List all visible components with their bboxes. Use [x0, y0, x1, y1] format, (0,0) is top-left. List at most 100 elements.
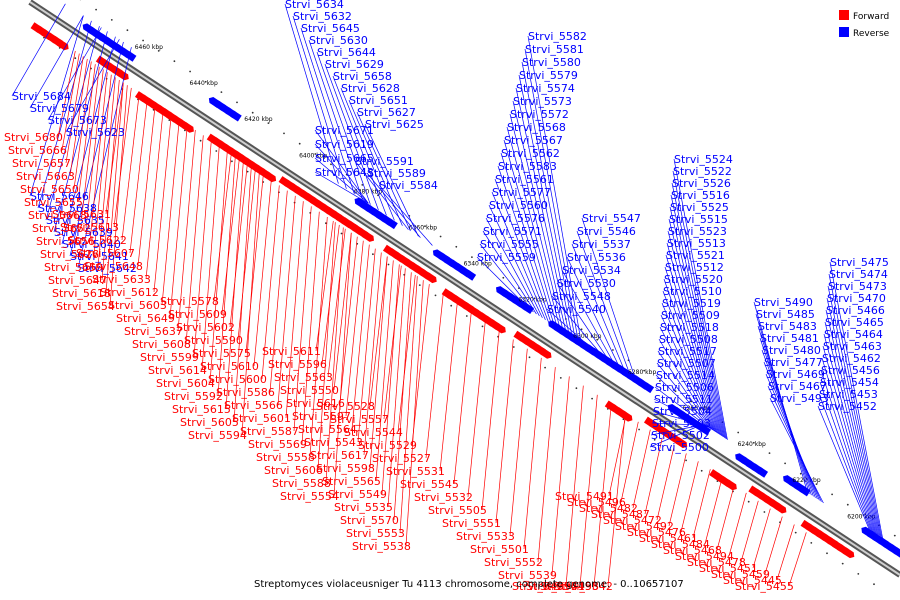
leader-line — [129, 98, 148, 254]
gene-label: Strvi_5514 — [656, 369, 715, 382]
leader-line — [229, 164, 248, 328]
gene-label: Strvi_5645 — [301, 22, 360, 35]
gene-label: Strvi_5603 — [108, 299, 167, 312]
gene-label: Strvi_5628 — [341, 82, 400, 95]
leader-line — [497, 165, 552, 325]
gene-label: Strvi_5509 — [661, 309, 720, 322]
leader-line — [763, 361, 818, 500]
gene-label: Strvi_5616 — [286, 397, 345, 410]
gene-label: Strvi_5555 — [480, 238, 539, 251]
leader-line — [509, 348, 528, 537]
leader-line — [740, 500, 759, 563]
gene-label: Strvi_5632 — [293, 10, 352, 23]
leader-line — [277, 195, 296, 406]
gene-label: Strvi_5564 — [298, 423, 357, 436]
leader-line — [670, 194, 725, 438]
gene-label: Strvi_5464 — [824, 328, 883, 341]
leader-line — [667, 230, 722, 436]
gene-label: Strvi_5540 — [547, 303, 606, 316]
leader-line — [654, 386, 709, 428]
gene-label: Strvi_5557 — [330, 413, 389, 426]
gene-label: Strvi_5627 — [357, 106, 416, 119]
gene-label: Strvi_5485 — [756, 308, 815, 321]
leader-line — [77, 47, 132, 269]
leader-line — [765, 373, 820, 501]
tick-label: 6200 kbp — [847, 513, 875, 520]
leader-line — [314, 171, 369, 204]
gene-label: Strvi_5569 — [248, 438, 307, 451]
leader-line — [453, 311, 472, 485]
gene-label: Strvi_5492 — [615, 520, 674, 533]
leader-line — [261, 185, 280, 380]
gene-label: Strvi_5476 — [627, 526, 686, 539]
leader-line — [829, 261, 884, 543]
leader-line — [823, 333, 878, 539]
gene-label: Strvi_5601 — [232, 412, 291, 425]
leader-line — [546, 308, 601, 357]
gene-label: Strvi_5623 — [66, 126, 125, 139]
axis-dot — [434, 294, 437, 297]
gene-label: Strvi_5533 — [456, 530, 515, 543]
leader-line — [439, 302, 458, 472]
gene-label: Strvi_5549 — [328, 488, 387, 501]
leader-line — [105, 82, 124, 215]
leader-line — [571, 243, 626, 373]
leader-line — [339, 236, 358, 404]
gene-label: Strvi_5663 — [16, 170, 75, 183]
gene-label: Strvi_5541 — [526, 580, 585, 593]
leader-line — [728, 492, 747, 557]
leader-line — [820, 369, 875, 537]
gene-label: Strvi_5472 — [603, 514, 662, 527]
leader-line — [656, 362, 711, 429]
axis-dot — [559, 377, 562, 379]
gene-label: Strvi_5615 — [172, 403, 231, 416]
forward-gene — [56, 39, 69, 51]
gene-label: Strvi_5626 — [40, 248, 99, 261]
leader-line — [57, 50, 76, 138]
axis-dot — [841, 562, 844, 565]
leader-line — [425, 293, 444, 459]
gene-label: Strvi_5494 — [675, 550, 734, 563]
gene-label: Strvi_5684 — [12, 90, 71, 103]
leader-line — [518, 74, 573, 338]
axis-dot — [283, 132, 285, 135]
leader-line — [321, 224, 340, 365]
gene-label: Strvi_5453 — [819, 388, 878, 401]
forward-gene — [264, 171, 277, 183]
gene-label: Strvi_5513 — [667, 237, 726, 250]
axis-dot — [199, 139, 202, 142]
axis-dot — [231, 160, 233, 163]
gene-label: Strvi_5606 — [264, 464, 323, 477]
gene-label: Strvi_5643 — [315, 166, 374, 179]
leader-line — [405, 280, 424, 547]
gene-label: Strvi_5461 — [639, 532, 698, 545]
gene-label: Strvi_5591 — [355, 155, 414, 168]
legend-reverse-label: Reverse — [853, 29, 890, 39]
axis-dot — [873, 583, 875, 586]
leader-line — [761, 349, 816, 498]
leader-line — [644, 437, 663, 515]
leader-line — [651, 422, 706, 426]
leader-line — [366, 172, 421, 238]
leader-line — [237, 169, 256, 341]
leader-line — [672, 170, 727, 440]
leader-line — [485, 217, 540, 317]
gene-label: Strvi_5656 — [36, 235, 95, 248]
gene-label: Strvi_5583 — [498, 160, 557, 173]
gene-label: Strvi_5529 — [358, 439, 417, 452]
axis-dot — [690, 400, 693, 403]
leader-line — [561, 269, 616, 367]
leader-line — [668, 453, 687, 527]
gene-label: Strvi_5547 — [582, 212, 641, 225]
reverse-gene — [124, 50, 137, 62]
leader-line — [607, 413, 626, 587]
gene-label: Strvi_5565 — [322, 475, 381, 488]
axis-dot — [591, 397, 593, 400]
gene-label: Strvi_5511 — [654, 393, 713, 406]
leader-line — [387, 268, 406, 508]
gene-label: Strvi_5600 — [208, 373, 267, 386]
gene-label: Strvi_5649 — [116, 312, 175, 325]
gene-label: Strvi_5475 — [830, 256, 889, 269]
axis-dot — [533, 297, 536, 300]
gene-label: Strvi_5673 — [48, 114, 107, 127]
